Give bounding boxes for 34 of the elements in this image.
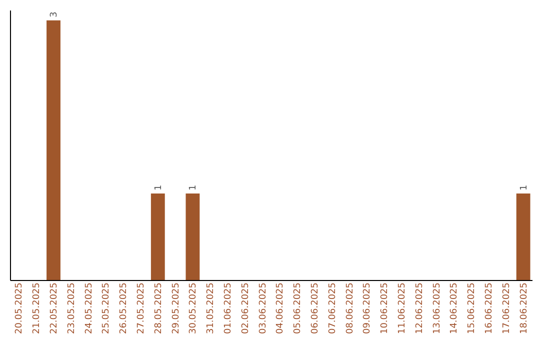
x-tick-label: 05.06.2025 bbox=[293, 282, 304, 334]
x-tick-label: 26.05.2025 bbox=[119, 282, 130, 334]
x-tick-label: 24.05.2025 bbox=[84, 282, 94, 334]
x-tick-label: 20.05.2025 bbox=[14, 282, 25, 334]
x-tick-label: 11.06.2025 bbox=[398, 282, 408, 334]
x-tick-label: 01.06.2025 bbox=[224, 282, 234, 334]
x-tick-label: 07.06.2025 bbox=[328, 282, 338, 334]
data-label: 1 bbox=[519, 184, 530, 190]
x-tick-label: 06.06.2025 bbox=[310, 282, 320, 334]
x-tick-label: 30.05.2025 bbox=[188, 282, 199, 334]
x-tick-label: 29.05.2025 bbox=[171, 282, 182, 334]
data-label: 3 bbox=[50, 12, 60, 18]
x-tick-label: 31.05.2025 bbox=[206, 282, 216, 334]
x-tick-label: 15.06.2025 bbox=[467, 282, 478, 334]
x-tick-label: 22.05.2025 bbox=[50, 282, 60, 334]
x-tick-label: 14.06.2025 bbox=[450, 282, 460, 334]
x-tick-label: 17.06.2025 bbox=[502, 282, 512, 334]
x-tick-label: 28.05.2025 bbox=[154, 282, 164, 334]
x-tick-label: 18.06.2025 bbox=[519, 282, 530, 334]
x-tick-label: 04.06.2025 bbox=[276, 282, 286, 334]
x-tick-label: 03.06.2025 bbox=[258, 282, 268, 334]
data-label: 1 bbox=[188, 184, 199, 190]
x-tick-label: 27.05.2025 bbox=[136, 282, 146, 334]
x-tick-label: 21.05.2025 bbox=[32, 282, 42, 334]
x-tick-label: 02.06.2025 bbox=[240, 282, 251, 334]
x-tick-label: 25.05.2025 bbox=[102, 282, 112, 334]
x-tick-label: 13.06.2025 bbox=[432, 282, 442, 334]
x-tick-label: 16.06.2025 bbox=[484, 282, 494, 334]
x-tick-label: 10.06.2025 bbox=[380, 282, 390, 334]
x-tick-label: 09.06.2025 bbox=[362, 282, 373, 334]
x-tick-label: 23.05.2025 bbox=[66, 282, 77, 334]
x-tick-label: 12.06.2025 bbox=[414, 282, 425, 334]
x-tick-label: 08.06.2025 bbox=[345, 282, 356, 334]
data-label: 1 bbox=[154, 184, 164, 190]
